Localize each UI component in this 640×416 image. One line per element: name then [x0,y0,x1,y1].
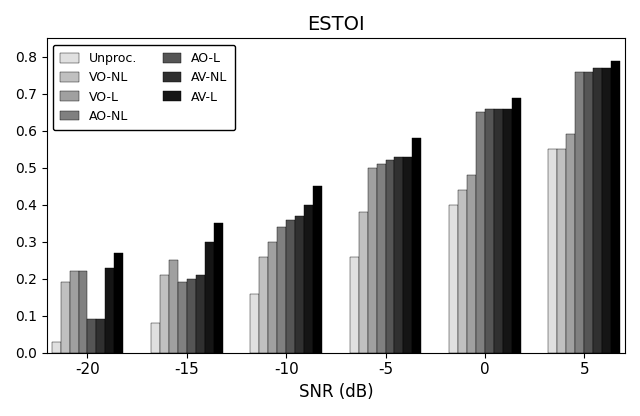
Bar [566,134,575,353]
Bar [575,72,584,353]
Bar [412,138,421,353]
Bar [557,149,566,353]
Bar [205,242,214,353]
Bar [187,279,196,353]
Bar [97,319,106,353]
Bar [376,164,385,353]
Bar [512,97,521,353]
Bar [503,109,512,353]
Bar [602,68,611,353]
Bar [277,227,286,353]
Bar [250,294,259,353]
Bar [160,275,169,353]
Bar [458,190,467,353]
Bar [151,323,160,353]
Bar [169,260,178,353]
Bar [79,271,88,353]
Bar [367,168,376,353]
Bar [467,175,476,353]
Bar [304,205,313,353]
Bar [593,68,602,353]
Bar [350,257,358,353]
Bar [476,112,485,353]
Bar [115,253,124,353]
Bar [61,282,70,353]
Bar [106,267,115,353]
Bar [403,157,412,353]
Bar [449,205,458,353]
Bar [52,342,61,353]
Bar [295,216,304,353]
Bar [611,60,620,353]
Legend: Unproc., VO-NL, VO-L, AO-NL, AO-L, AV-NL, AV-L: Unproc., VO-NL, VO-L, AO-NL, AO-L, AV-NL… [53,45,236,130]
Bar [485,109,494,353]
Bar [385,161,394,353]
Bar [358,212,367,353]
Bar [394,157,403,353]
Bar [268,242,277,353]
Bar [178,282,187,353]
Bar [214,223,223,353]
Bar [584,72,593,353]
Bar [548,149,557,353]
Bar [88,319,97,353]
Bar [70,271,79,353]
X-axis label: SNR (dB): SNR (dB) [298,383,373,401]
Bar [494,109,503,353]
Bar [313,186,322,353]
Bar [286,220,295,353]
Bar [259,257,268,353]
Title: ESTOI: ESTOI [307,15,365,34]
Bar [196,275,205,353]
